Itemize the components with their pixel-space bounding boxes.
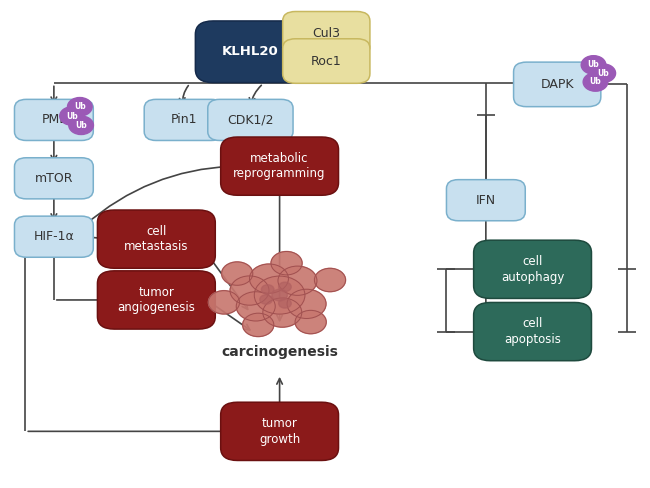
Circle shape xyxy=(236,292,275,321)
Circle shape xyxy=(591,64,616,82)
Circle shape xyxy=(581,56,606,74)
Circle shape xyxy=(68,98,92,116)
Circle shape xyxy=(69,116,94,135)
Circle shape xyxy=(222,262,253,285)
Text: Ub: Ub xyxy=(597,69,609,78)
FancyBboxPatch shape xyxy=(14,100,94,141)
Circle shape xyxy=(260,295,272,304)
Circle shape xyxy=(254,276,305,314)
Circle shape xyxy=(242,313,274,337)
FancyBboxPatch shape xyxy=(474,240,592,299)
Circle shape xyxy=(279,282,291,292)
FancyBboxPatch shape xyxy=(221,402,339,461)
Text: Ub: Ub xyxy=(74,102,86,111)
Text: CDK1/2: CDK1/2 xyxy=(227,113,274,126)
Circle shape xyxy=(583,73,608,91)
Circle shape xyxy=(209,291,240,314)
Text: Ub: Ub xyxy=(66,112,78,121)
Circle shape xyxy=(230,276,269,305)
Text: Ub: Ub xyxy=(588,61,599,69)
Circle shape xyxy=(315,268,346,292)
Circle shape xyxy=(263,298,302,327)
Text: cell
metastasis: cell metastasis xyxy=(124,225,188,253)
Text: mTOR: mTOR xyxy=(34,172,73,185)
Text: tumor
growth: tumor growth xyxy=(259,417,300,446)
FancyBboxPatch shape xyxy=(208,100,293,141)
Text: cell
apoptosis: cell apoptosis xyxy=(504,317,561,346)
FancyBboxPatch shape xyxy=(196,21,306,82)
Text: IFN: IFN xyxy=(476,194,496,207)
FancyBboxPatch shape xyxy=(221,137,339,195)
Circle shape xyxy=(60,107,84,125)
FancyBboxPatch shape xyxy=(514,62,601,107)
FancyBboxPatch shape xyxy=(98,210,215,268)
Circle shape xyxy=(287,289,326,319)
Text: DAPK: DAPK xyxy=(540,78,574,91)
FancyBboxPatch shape xyxy=(14,158,94,199)
Circle shape xyxy=(279,299,291,308)
Text: Cul3: Cul3 xyxy=(312,27,341,41)
Text: Roc1: Roc1 xyxy=(311,55,342,67)
Text: HIF-1α: HIF-1α xyxy=(34,230,74,243)
FancyBboxPatch shape xyxy=(283,12,370,56)
Circle shape xyxy=(250,264,289,293)
Circle shape xyxy=(271,251,302,275)
Text: KLHL20: KLHL20 xyxy=(222,45,279,58)
Circle shape xyxy=(261,285,274,294)
FancyBboxPatch shape xyxy=(474,303,592,361)
Text: Ub: Ub xyxy=(75,121,87,130)
Text: tumor
angiogenesis: tumor angiogenesis xyxy=(118,285,195,314)
FancyBboxPatch shape xyxy=(283,39,370,83)
FancyBboxPatch shape xyxy=(144,100,223,141)
Text: carcinogenesis: carcinogenesis xyxy=(221,345,338,359)
Text: cell
autophagy: cell autophagy xyxy=(501,255,564,284)
Text: Pin1: Pin1 xyxy=(170,113,197,126)
Circle shape xyxy=(295,310,326,334)
Circle shape xyxy=(272,289,287,301)
FancyBboxPatch shape xyxy=(98,271,215,329)
FancyBboxPatch shape xyxy=(14,216,94,257)
FancyBboxPatch shape xyxy=(447,180,525,221)
Circle shape xyxy=(278,266,317,295)
Text: PML: PML xyxy=(41,113,66,126)
Text: metabolic
reprogramming: metabolic reprogramming xyxy=(233,152,326,181)
Text: Ub: Ub xyxy=(590,78,601,86)
